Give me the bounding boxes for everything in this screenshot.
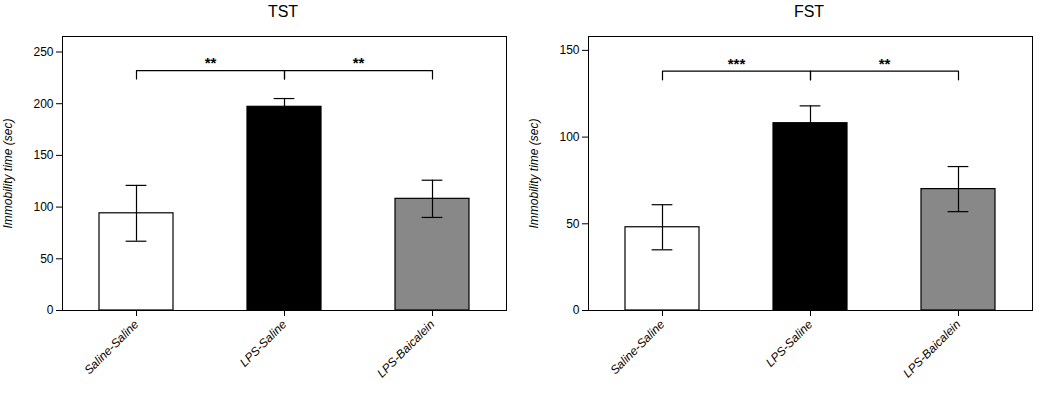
svg-text:Immobility time (sec): Immobility time (sec) <box>1 118 15 228</box>
svg-text:250: 250 <box>33 45 53 59</box>
svg-text:***: *** <box>728 55 746 72</box>
html-text:TST: TST <box>267 3 299 20</box>
svg-text:50: 50 <box>40 252 54 266</box>
svg-text:200: 200 <box>33 97 53 111</box>
svg-text:0: 0 <box>573 303 580 317</box>
svg-text:100: 100 <box>559 130 579 144</box>
svg-text:50: 50 <box>566 217 580 231</box>
svg-text:LPS-Saline: LPS-Saline <box>237 317 290 370</box>
svg-text:**: ** <box>879 55 891 72</box>
svg-text:100: 100 <box>33 200 53 214</box>
html-text:FST: FST <box>793 3 825 20</box>
svg-text:0: 0 <box>47 303 54 317</box>
svg-text:LPS-Baicalein: LPS-Baicalein <box>374 317 437 380</box>
svg-text:**: ** <box>353 54 365 71</box>
svg-text:LPS-Baicalein: LPS-Baicalein <box>900 317 963 380</box>
svg-text:Immobility time (sec): Immobility time (sec) <box>527 118 541 228</box>
svg-text:150: 150 <box>559 43 579 57</box>
svg-text:LPS-Saline: LPS-Saline <box>763 317 816 370</box>
svg-text:Saline-Saline: Saline-Saline <box>81 317 141 377</box>
svg-text:**: ** <box>205 54 217 71</box>
svg-text:150: 150 <box>33 148 53 162</box>
svg-text:Saline-Saline: Saline-Saline <box>607 317 667 377</box>
